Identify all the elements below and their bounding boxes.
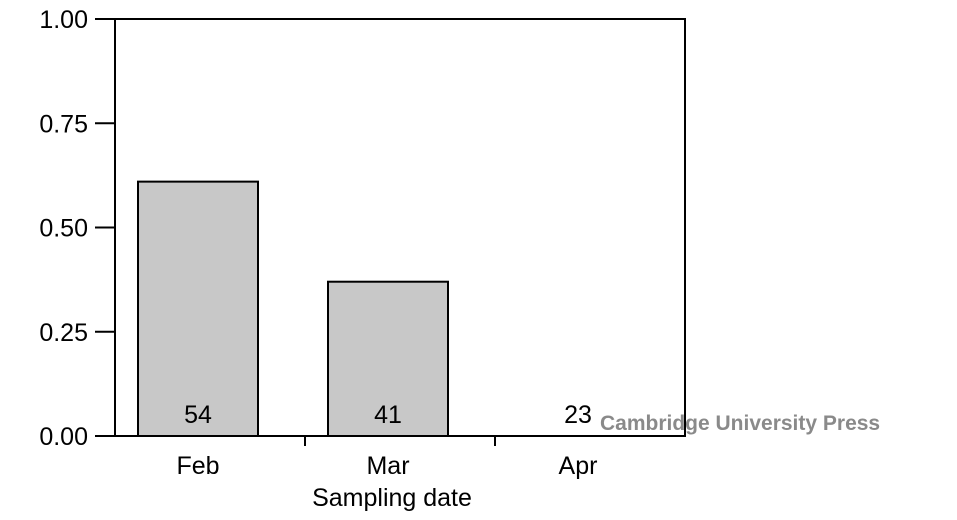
y-tick-label: 0.75 (39, 110, 88, 138)
x-tick-label: Mar (366, 452, 409, 480)
x-tick-label: Apr (559, 452, 598, 480)
y-tick-label: 0.25 (39, 319, 88, 347)
x-axis-title: Sampling date (312, 484, 472, 512)
publisher-watermark: Cambridge University Press (600, 412, 881, 435)
y-tick-label: 0.50 (39, 215, 88, 243)
x-axis: Feb Mar Apr (176, 436, 597, 480)
bars: 54 41 23 (137, 180, 592, 437)
bar (327, 280, 449, 437)
bar-count-label: 41 (374, 401, 402, 429)
bar-count-label: 23 (564, 401, 592, 429)
y-axis: 0.00 0.25 0.50 0.75 1.00 (39, 6, 115, 451)
bar (137, 180, 259, 437)
y-tick-label: 1.00 (39, 6, 88, 34)
bar-count-label: 54 (184, 401, 212, 429)
y-tick-label: 0.00 (39, 423, 88, 451)
x-tick-label: Feb (176, 452, 219, 480)
